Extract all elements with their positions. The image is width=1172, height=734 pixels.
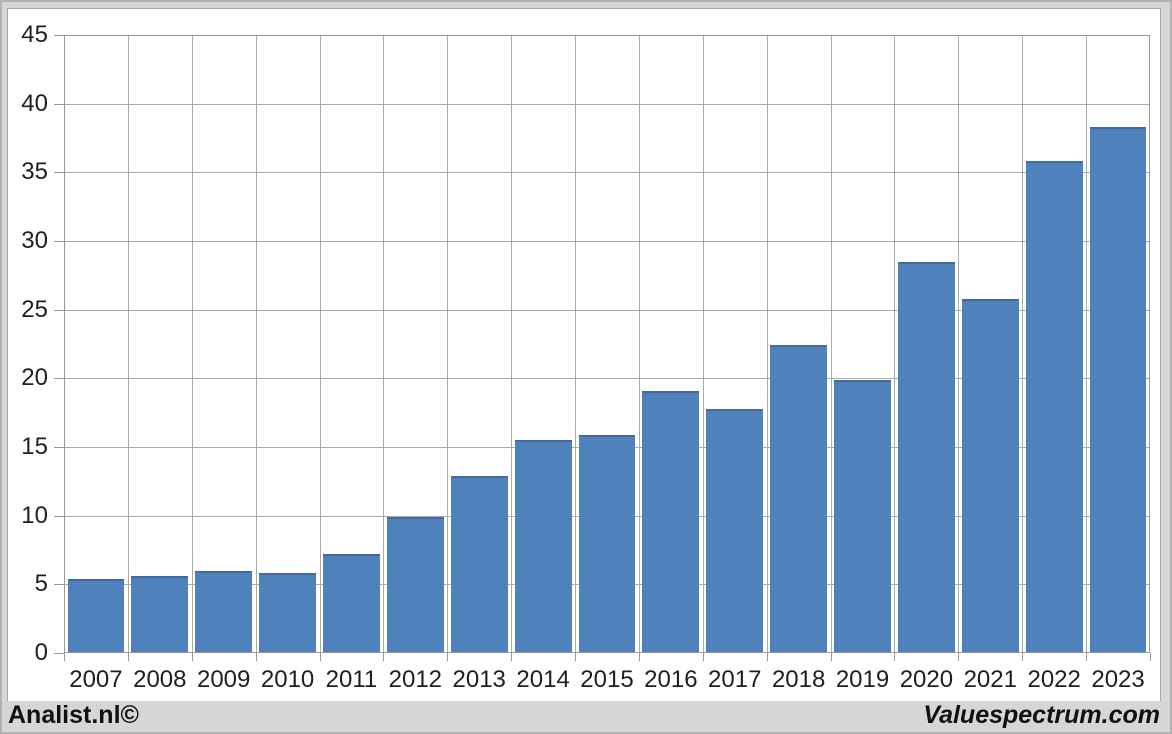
y-tick-mark	[54, 309, 64, 311]
bar-2017	[706, 408, 764, 653]
y-axis-label: 5	[34, 570, 48, 598]
y-tick-mark	[54, 584, 64, 586]
x-axis-label: 2014	[516, 666, 570, 693]
x-axis-label: 2009	[196, 666, 251, 693]
y-tick-mark	[54, 103, 64, 105]
h-gridline	[64, 103, 1150, 105]
bar-2013	[450, 475, 508, 653]
y-axis-label: 40	[21, 89, 48, 117]
x-tick-mark	[638, 653, 640, 661]
y-axis-label: 10	[21, 501, 48, 529]
x-axis-label: 2010	[260, 666, 315, 693]
x-axis-label: 2016	[644, 666, 698, 693]
y-tick-mark	[54, 515, 64, 517]
x-axis-label: 2018	[771, 666, 826, 693]
y-tick-mark	[54, 653, 64, 654]
v-gridline	[383, 35, 385, 653]
bar-2023	[1089, 127, 1147, 653]
v-gridline	[894, 35, 896, 653]
x-tick-mark	[255, 653, 257, 661]
bar-2007	[67, 578, 125, 653]
bar-2008	[131, 576, 189, 653]
bar-2010	[259, 573, 317, 653]
y-axis-label: 45	[21, 21, 48, 48]
x-axis-label: 2022	[1027, 666, 1081, 693]
x-tick-mark	[766, 653, 768, 661]
y-tick-mark	[54, 447, 64, 448]
y-tick-mark	[54, 378, 64, 380]
x-tick-mark	[319, 653, 321, 661]
v-gridline	[766, 35, 768, 653]
y-tick-mark	[54, 35, 64, 36]
x-tick-mark	[64, 653, 65, 661]
y-axis-label: 35	[21, 158, 48, 186]
h-gridline	[64, 309, 1150, 311]
x-tick-mark	[511, 653, 513, 661]
y-axis-label: 20	[21, 364, 48, 392]
y-tick-mark	[54, 241, 64, 242]
y-tick-mark	[54, 172, 64, 174]
valuespectrum-brand-text: Valuespectrum.com	[923, 701, 1160, 729]
bar-2012	[386, 517, 444, 653]
plot-area-border	[64, 35, 1150, 653]
v-gridline	[958, 35, 960, 653]
v-gridline	[702, 35, 704, 653]
bar-2011	[323, 554, 380, 653]
x-tick-mark	[1086, 653, 1088, 661]
x-tick-mark	[127, 653, 129, 661]
bar-2019	[834, 379, 891, 653]
v-gridline	[511, 35, 513, 653]
v-gridline	[1022, 35, 1024, 653]
x-tick-mark	[894, 653, 896, 661]
x-tick-mark	[830, 653, 832, 661]
x-axis-label: 2008	[133, 666, 187, 693]
bar-2014	[514, 440, 572, 653]
x-tick-mark	[958, 653, 960, 661]
h-gridline	[64, 378, 1150, 380]
v-gridline	[191, 35, 193, 653]
y-axis-label: 30	[21, 227, 48, 254]
footer-bar: Analist.nl© Valuespectrum.com	[2, 701, 1170, 732]
x-axis-label: 2015	[580, 666, 634, 693]
bar-2022	[1025, 161, 1083, 653]
x-axis-label: 2013	[452, 666, 506, 693]
bar-2021	[961, 298, 1019, 653]
bar-2009	[195, 570, 253, 653]
x-tick-mark	[191, 653, 193, 661]
x-tick-mark	[575, 653, 577, 661]
v-gridline	[575, 35, 577, 653]
x-axis-label: 2011	[325, 666, 378, 693]
bar-2015	[578, 434, 636, 653]
h-gridline	[64, 172, 1150, 174]
v-gridline	[319, 35, 321, 653]
bar-2016	[642, 390, 700, 653]
x-tick-mark	[702, 653, 704, 661]
v-gridline	[830, 35, 832, 653]
analist-brand-text: Analist.nl©	[8, 701, 139, 729]
y-axis-label: 15	[21, 433, 48, 460]
x-axis-label: 2017	[708, 666, 762, 693]
x-tick-mark	[447, 653, 449, 661]
y-axis-label: 25	[21, 295, 48, 323]
v-gridline	[638, 35, 640, 653]
y-axis-label: 0	[34, 639, 48, 666]
bar-2018	[770, 345, 828, 653]
x-axis-label: 2021	[963, 666, 1017, 693]
x-tick-mark	[1150, 653, 1151, 661]
v-gridline	[255, 35, 257, 653]
h-gridline	[64, 241, 1150, 242]
x-axis-label: 2012	[388, 666, 443, 693]
x-axis-label: 2019	[835, 666, 890, 693]
bar-2020	[897, 261, 955, 653]
x-axis-label: 2007	[69, 666, 123, 693]
v-gridline	[1086, 35, 1088, 653]
x-axis-label: 2020	[899, 666, 954, 693]
x-tick-mark	[1022, 653, 1024, 661]
x-tick-mark	[383, 653, 385, 661]
v-gridline	[127, 35, 129, 653]
x-axis-label: 2023	[1091, 666, 1145, 693]
v-gridline	[447, 35, 449, 653]
